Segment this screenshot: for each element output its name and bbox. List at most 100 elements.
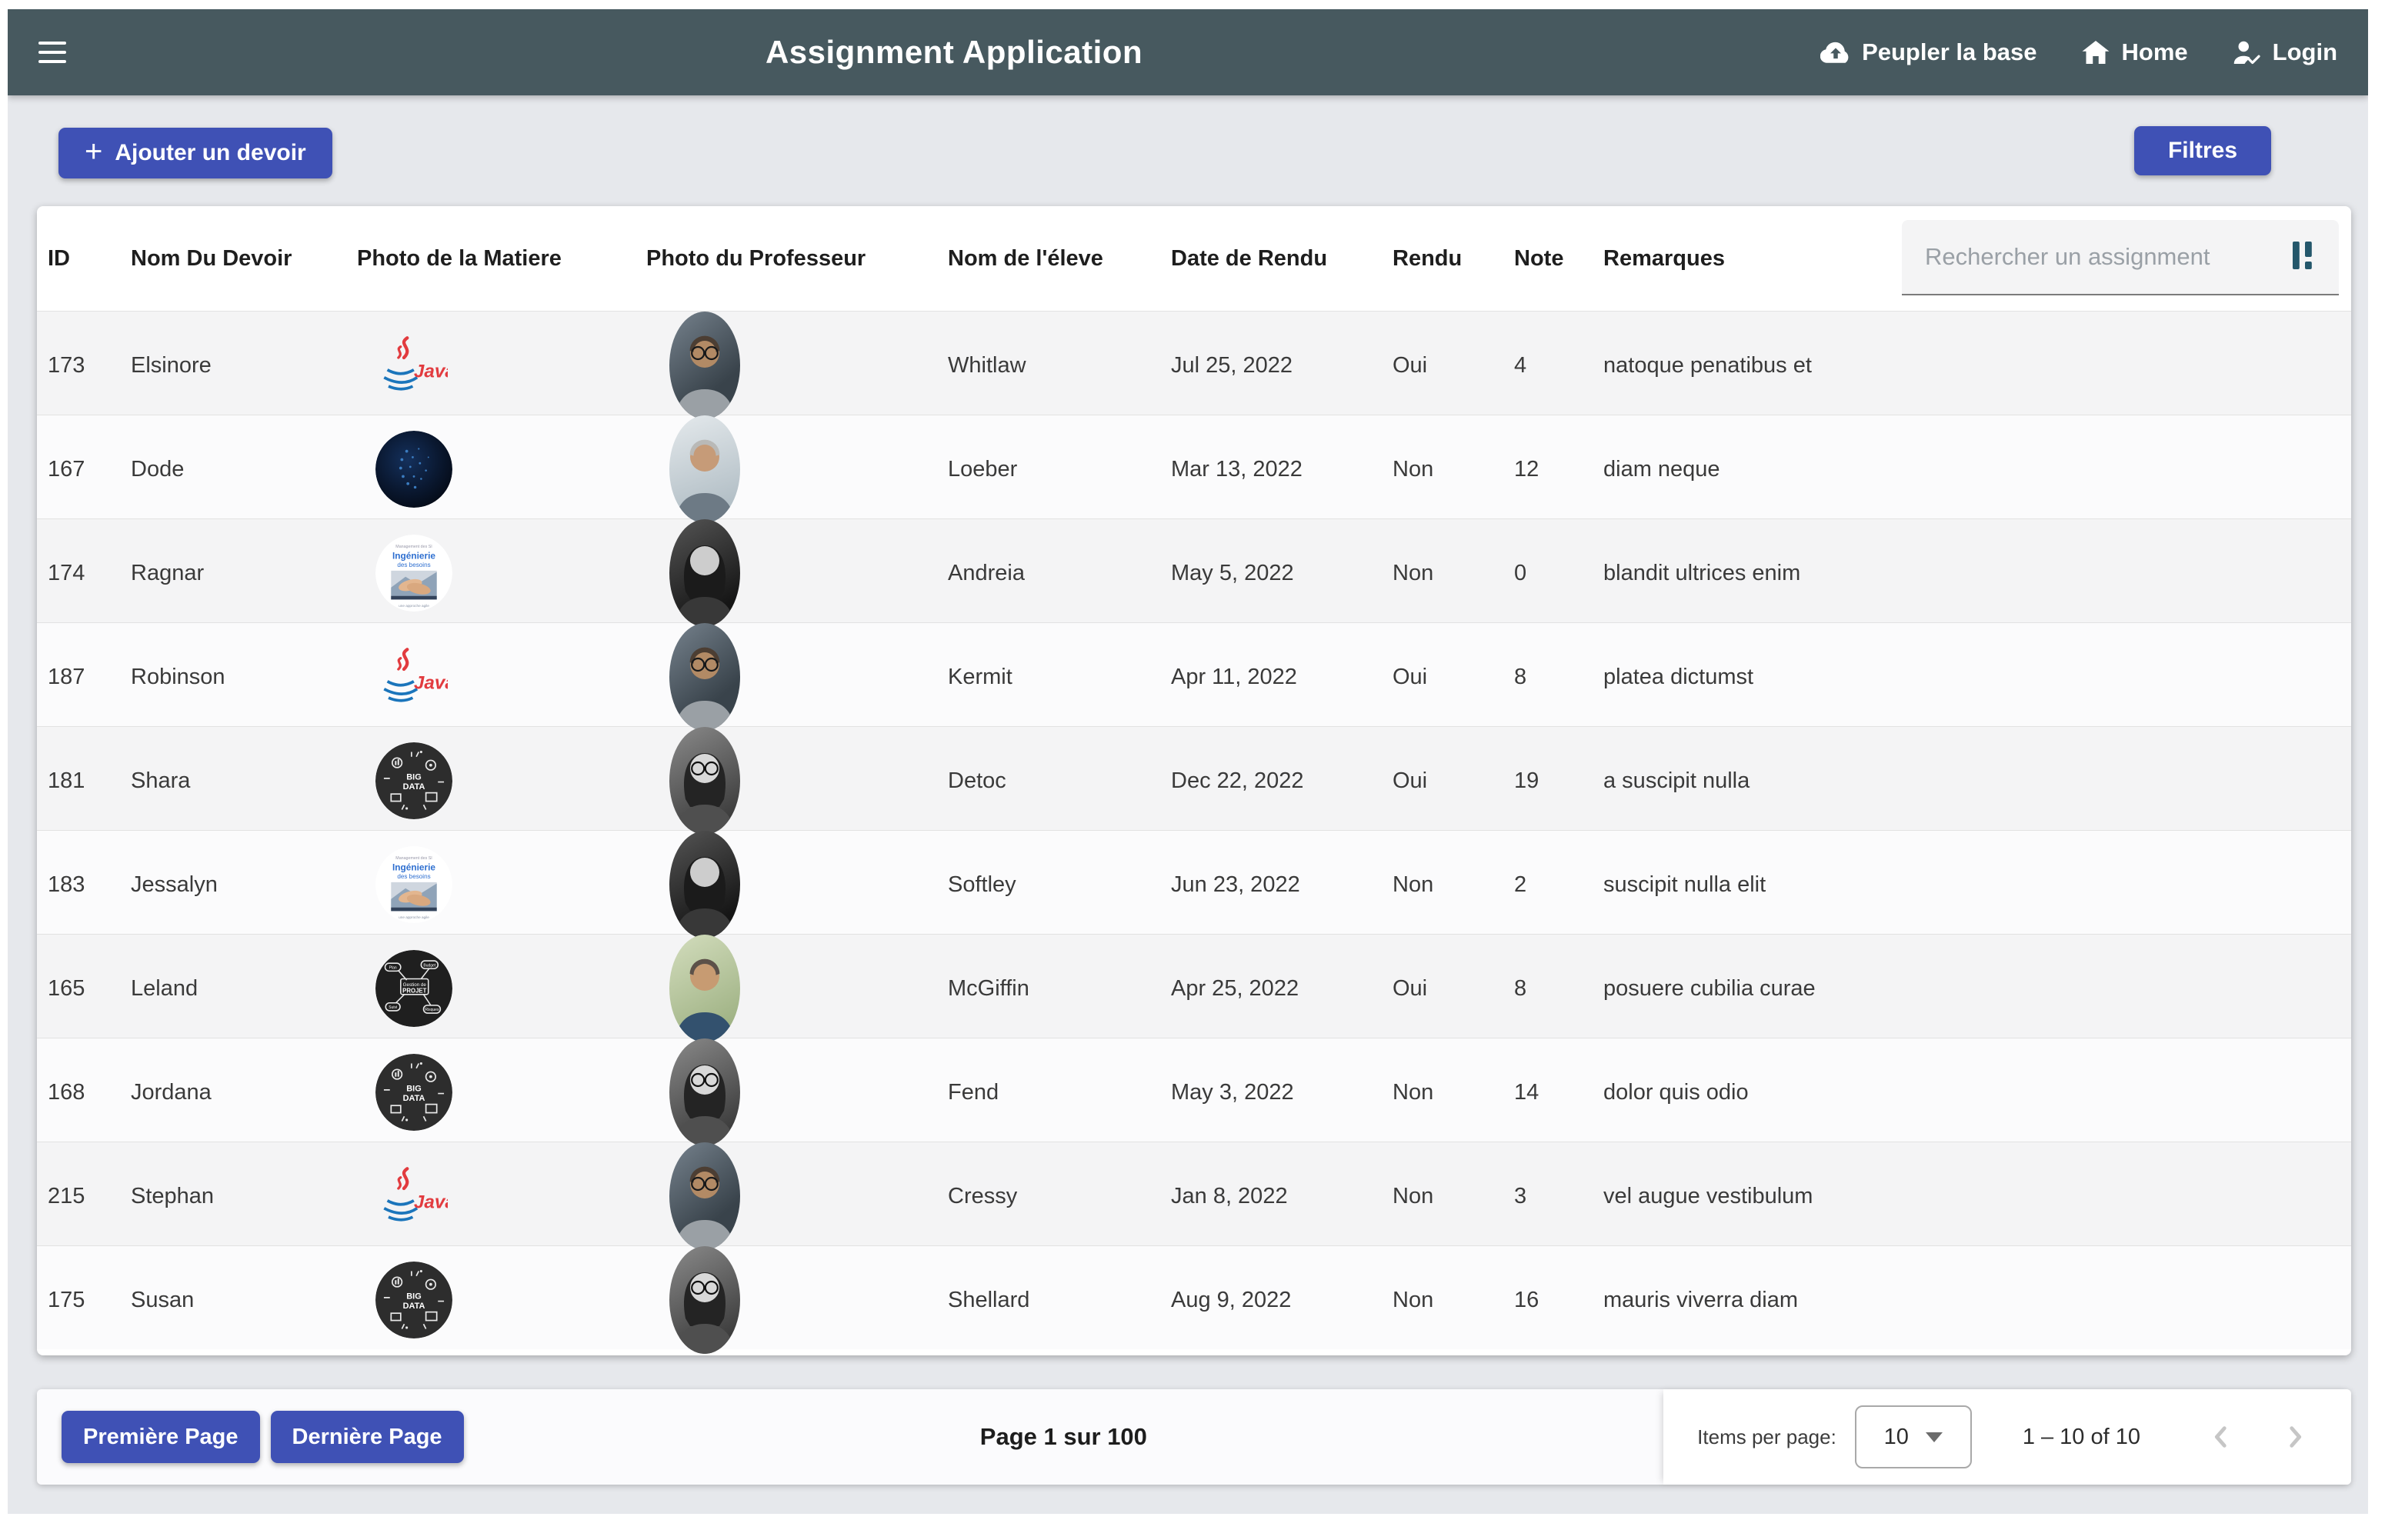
cell-note: 16 [1514,1287,1539,1312]
cell-rendu: Non [1393,560,1434,585]
cell-date-rendu: May 3, 2022 [1171,1079,1294,1105]
svg-text:des besoins: des besoins [397,873,430,880]
cell-photo-professeur [646,312,948,419]
paginator: Items per page: 10 1 – 10 of 10 [1663,1389,2351,1485]
filters-button[interactable]: Filtres [2133,126,2271,175]
search-input[interactable] [1925,243,2291,271]
cell-remarques: a suscipit nulla [1603,768,1750,793]
previous-page-button[interactable] [2194,1410,2248,1464]
cell-nom-eleve: Whitlaw [948,352,1026,378]
nav-label: Peupler la base [1862,38,2037,65]
table-row: 167 Dode Loeber Mar 13, 2022 Non 12 diam… [37,415,2351,523]
professor-photo [669,1246,740,1354]
next-page-button[interactable] [2268,1410,2322,1464]
professor-photo [669,831,740,938]
nav-login[interactable]: Login [2231,37,2337,68]
cell-photo-matiere: BIG DATA [357,1262,646,1338]
svg-text:Java: Java [414,1192,448,1213]
matiere-image [375,431,452,508]
cell-remarques: mauris viverra diam [1603,1287,1798,1312]
pagination-footer: Première Page Dernière Page Page 1 sur 1… [37,1389,2351,1485]
cell-rendu: Non [1393,872,1434,897]
cell-remarques: vel augue vestibulum [1603,1183,1813,1208]
add-assignment-button[interactable]: + Ajouter un devoir [58,128,332,178]
search-field [1902,220,2339,295]
svg-text:DATA: DATA [403,782,425,792]
svg-text:Management des SI: Management des SI [395,856,432,861]
cell-remarques: posuere cubilia curae [1603,975,1816,1001]
menu-icon[interactable] [38,28,88,77]
col-nom-du-devoir: Nom Du Devoir [131,245,292,271]
cell-id: 168 [48,1079,85,1105]
table-row: 215 Stephan Java Cressy Jan 8, 2022 Non … [37,1142,2351,1250]
assignments-table-card: ID Nom Du Devoir Photo de la Matiere Pho… [37,206,2351,1355]
cell-nom-eleve: Softley [948,872,1016,897]
table-row: 168 Jordana BIG DATA Fend May 3, 2022 No… [37,1038,2351,1146]
range-label: 1 – 10 of 10 [2022,1424,2140,1449]
matiere-image: Gestion de PROJET Plan Budget Suivi Risq… [375,950,452,1027]
first-page-button[interactable]: Première Page [62,1411,260,1463]
table-row: 181 Shara BIG DATA Detoc Dec 22, 2022 Ou… [37,726,2351,835]
cell-note: 12 [1514,456,1539,482]
col-rendu: Rendu [1393,245,1463,271]
col-note: Note [1514,245,1564,271]
cell-date-rendu: Apr 11, 2022 [1171,664,1297,689]
cell-photo-matiere: Gestion de PROJET Plan Budget Suivi Risq… [357,950,646,1027]
nav-home[interactable]: Home [2080,37,2188,68]
cell-photo-professeur [646,831,948,938]
professor-photo [669,727,740,835]
cell-photo-professeur [646,935,948,1042]
cell-photo-matiere: Java [357,1165,646,1227]
svg-text:BIG: BIG [406,1292,421,1301]
cell-remarques: natoque penatibus et [1603,352,1812,378]
toolbar: + Ajouter un devoir Filtres [8,95,2368,206]
table-header: ID Nom Du Devoir Photo de la Matiere Pho… [37,206,2351,311]
app-bar: Assignment Application Peupler la base H… [8,9,2368,95]
chevron-left-icon [2214,1426,2227,1448]
page-indicator: Page 1 sur 100 [979,1423,1147,1450]
cell-note: 8 [1514,975,1527,1001]
svg-text:une approche agile: une approche agile [399,915,429,919]
cell-nom-du-devoir: Ragnar [131,560,205,585]
cell-id: 167 [48,456,85,482]
professor-photo [669,415,740,523]
cell-id: 174 [48,560,85,585]
matiere-image: BIG DATA [375,742,452,819]
svg-text:des besoins: des besoins [397,562,430,568]
table-row: 187 Robinson Java Kermit Apr 11, 2022 Ou… [37,622,2351,731]
cell-photo-professeur [646,1038,948,1146]
cell-remarques: platea dictumst [1603,664,1754,689]
app-page: Assignment Application Peupler la base H… [8,9,2368,1514]
cell-rendu: Oui [1393,352,1428,378]
cell-photo-professeur [646,727,948,835]
cell-id: 175 [48,1287,85,1312]
col-id: ID [48,245,70,271]
cell-date-rendu: Jan 8, 2022 [1171,1183,1288,1208]
matiere-image: Management des SI Ingénierie des besoins… [375,846,452,923]
col-photo-matiere: Photo de la Matiere [357,245,562,271]
cell-remarques: diam neque [1603,456,1720,482]
cell-photo-professeur [646,1246,948,1354]
items-per-page-select[interactable]: 10 [1854,1405,1972,1468]
cell-photo-matiere: Java [357,335,646,396]
professor-photo [669,1142,740,1250]
svg-text:PROJET: PROJET [402,987,426,994]
top-nav: Peupler la base Home Login [1820,37,2337,68]
cloud-upload-icon [1820,42,1849,63]
cell-nom-eleve: Kermit [948,664,1012,689]
svg-text:BIG: BIG [406,1084,421,1093]
svg-text:Risques: Risques [425,1008,439,1012]
cell-photo-matiere: Java [357,646,646,708]
cell-nom-du-devoir: Susan [131,1287,195,1312]
nav-peupler-la-base[interactable]: Peupler la base [1820,37,2037,68]
table-row: 183 Jessalyn Management des SI Ingénieri… [37,830,2351,938]
cell-id: 183 [48,872,85,897]
cell-note: 0 [1514,560,1527,585]
svg-text:Java: Java [414,673,448,694]
last-page-button[interactable]: Dernière Page [270,1411,464,1463]
col-nom-eleve: Nom de l'éleve [948,245,1103,271]
items-per-page-label: Items per page: [1697,1425,1836,1448]
cell-nom-du-devoir: Elsinore [131,352,212,378]
cell-rendu: Oui [1393,975,1428,1001]
